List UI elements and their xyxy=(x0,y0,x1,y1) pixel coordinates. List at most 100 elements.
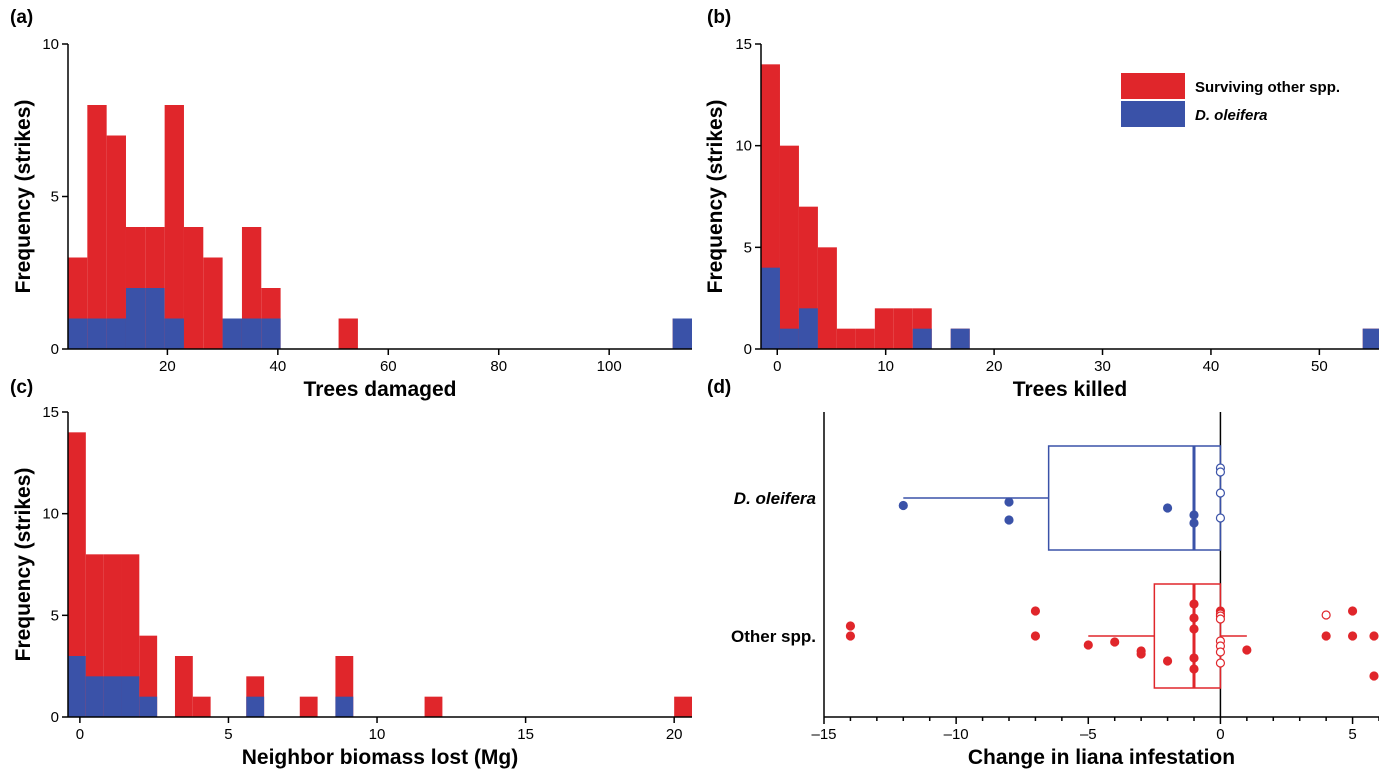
data-point xyxy=(1030,631,1041,641)
bar-d-oleifera xyxy=(68,318,88,349)
data-point xyxy=(1110,637,1120,647)
panel-label: (d) xyxy=(707,377,731,398)
x-tick-label: 15 xyxy=(517,726,534,743)
legend-swatch xyxy=(1121,73,1185,99)
data-point-open xyxy=(1215,647,1226,657)
bar-other-spp xyxy=(779,145,799,349)
panel-label: (b) xyxy=(707,7,731,28)
data-point xyxy=(1030,606,1041,616)
data-point xyxy=(1136,649,1146,659)
data-point xyxy=(1321,631,1331,641)
bar-other-spp xyxy=(164,105,184,349)
bar-d-oleifera xyxy=(950,328,970,349)
x-tick-label: 20 xyxy=(666,726,683,743)
data-point xyxy=(845,621,856,631)
data-point xyxy=(1347,631,1358,641)
bar-d-oleifera xyxy=(125,288,146,349)
x-tick-label: 0 xyxy=(773,358,781,375)
data-point xyxy=(1369,631,1379,641)
x-axis-title: Trees killed xyxy=(1013,378,1127,401)
bar-other-spp xyxy=(874,308,894,349)
x-tick-label: 100 xyxy=(597,358,622,375)
bar-d-oleifera xyxy=(145,288,165,349)
x-tick-label: 5 xyxy=(1348,726,1356,743)
bar-d-oleifera xyxy=(164,318,184,349)
data-point xyxy=(1189,624,1199,634)
y-tick-label: 5 xyxy=(51,607,59,624)
data-point xyxy=(1083,640,1093,650)
bar-other-spp xyxy=(299,696,318,717)
bar-other-spp xyxy=(893,308,913,349)
y-tick-label: 0 xyxy=(51,341,59,358)
x-axis-title: Trees damaged xyxy=(304,378,457,401)
y-axis-title: Frequency (strikes) xyxy=(704,100,727,294)
bar-other-spp xyxy=(174,656,193,717)
bar-other-spp xyxy=(424,696,443,717)
bar-d-oleifera xyxy=(779,328,799,349)
bar-other-spp xyxy=(106,135,126,349)
data-point xyxy=(1189,653,1199,663)
panel-label: (c) xyxy=(10,377,33,398)
bar-d-oleifera xyxy=(761,267,780,349)
x-tick-label: 10 xyxy=(877,358,894,375)
bar-d-oleifera xyxy=(672,318,692,349)
data-point xyxy=(1189,613,1199,623)
x-tick-label: 0 xyxy=(76,726,84,743)
category-label-other-spp: Other spp. xyxy=(731,627,816,646)
bar-d-oleifera xyxy=(139,696,158,717)
data-point xyxy=(1189,510,1199,520)
y-tick-label: 10 xyxy=(735,138,752,155)
data-point-open xyxy=(1215,467,1226,477)
y-tick-label: 15 xyxy=(42,404,59,421)
bar-other-spp xyxy=(836,328,856,349)
bar-d-oleifera xyxy=(246,696,265,717)
bar-d-oleifera xyxy=(121,676,140,717)
data-point-open xyxy=(1215,513,1226,523)
data-point xyxy=(1162,503,1173,513)
data-point xyxy=(845,631,856,641)
bar-other-spp xyxy=(87,105,107,349)
data-point-open xyxy=(1215,614,1226,624)
bar-other-spp xyxy=(338,318,358,349)
data-point-open xyxy=(1215,488,1226,498)
x-tick-label: 40 xyxy=(269,358,286,375)
bar-d-oleifera xyxy=(798,308,818,349)
legend-swatch xyxy=(1121,101,1185,127)
y-tick-label: 5 xyxy=(51,189,59,206)
x-tick-label: 50 xyxy=(1311,358,1328,375)
data-point-open xyxy=(1321,610,1331,620)
category-label-d-oleifera: D. oleifera xyxy=(734,489,816,508)
y-tick-label: 0 xyxy=(744,341,752,358)
bar-other-spp xyxy=(203,257,223,349)
bar-d-oleifera xyxy=(87,318,107,349)
y-tick-label: 0 xyxy=(51,709,59,726)
bar-d-oleifera xyxy=(912,328,932,349)
bar-d-oleifera xyxy=(106,318,126,349)
y-tick-label: 10 xyxy=(42,36,59,53)
data-point-open xyxy=(1215,658,1226,668)
bar-other-spp xyxy=(183,227,204,349)
x-tick-label: 10 xyxy=(369,726,386,743)
data-point xyxy=(1004,515,1014,525)
x-axis-title: Change in liana infestation xyxy=(968,746,1235,769)
bar-d-oleifera xyxy=(68,656,86,717)
x-tick-label: 20 xyxy=(159,358,176,375)
x-tick-label: 40 xyxy=(1203,358,1220,375)
y-tick-label: 15 xyxy=(735,36,752,53)
data-point xyxy=(1347,606,1358,616)
data-point xyxy=(1189,664,1199,674)
data-point xyxy=(1369,671,1379,681)
bar-d-oleifera xyxy=(1362,328,1379,349)
x-tick-label: –10 xyxy=(944,726,969,743)
data-point xyxy=(898,500,908,511)
bar-d-oleifera xyxy=(85,676,104,717)
bar-d-oleifera xyxy=(335,696,354,717)
x-tick-label: –5 xyxy=(1080,726,1097,743)
x-tick-label: 0 xyxy=(1216,726,1224,743)
bar-d-oleifera xyxy=(103,676,122,717)
bar-d-oleifera xyxy=(261,318,281,349)
legend-label: Surviving other spp. xyxy=(1195,79,1340,96)
x-tick-label: 20 xyxy=(986,358,1003,375)
bar-other-spp xyxy=(192,696,211,717)
panel-label: (a) xyxy=(10,7,33,28)
